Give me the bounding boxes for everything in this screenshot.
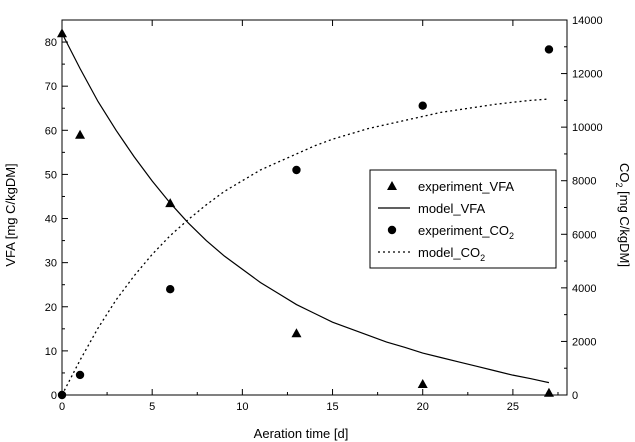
y-left-tick-label: 40 [45,214,57,226]
plot-marks [57,28,554,400]
y-right-tick-label: 6000 [572,229,596,241]
y-right-tick-label: 8000 [572,176,596,188]
y-left-tick-label: 10 [45,346,57,358]
legend-label-sub: 2 [480,253,485,263]
experiment-co2-point [292,165,301,175]
axis-ticks: 0 5 10 15 20 25 0 10 20 30 40 50 60 70 80 0 2000 4000 6000… [45,15,603,413]
x-tick-label: 20 [417,401,429,413]
legend-label-main: experiment_VFA [418,179,514,194]
experiment-vfa-point [543,387,554,397]
y-left-tick-label: 30 [45,258,57,270]
legend-box [369,169,557,269]
legend-swatch-experiment-co2 [387,225,397,235]
x-tick-label: 0 [59,401,65,413]
legend-label-experiment-co2: experiment_CO2 [418,223,514,241]
y-left-tick-label: 50 [45,169,57,181]
y-left-tick-label: 60 [45,125,57,137]
y-right-tick-label: 10000 [572,122,603,134]
experiment-co2-point [544,45,554,54]
y-left-tick-label: 20 [45,302,57,314]
experiment-vfa-point [417,378,428,388]
x-tick-label: 25 [507,401,519,413]
y-axis-right-title-rest: [mg C/kgDM] [617,188,632,267]
x-axis-title: Aeration time [d] [254,426,349,441]
experiment-vfa-point [75,129,86,139]
y-right-tick-label: 4000 [572,283,596,295]
y-left-tick-label: 80 [45,37,57,49]
x-tick-label: 15 [326,401,338,413]
legend-label-model-vfa: model_VFA [418,201,486,216]
legend-label-main: model_VFA [418,201,486,216]
x-tick-label: 5 [149,401,155,413]
y-axis-right-title-main: CO [617,163,632,183]
experiment-co2-point [75,370,85,380]
y-left-tick-label: 0 [51,390,57,402]
y-right-tick-label: 0 [572,390,578,402]
experiment-co2-point [418,101,427,110]
x-tick-label: 10 [236,401,248,413]
experiment-co2-point [166,284,175,294]
experiment-vfa-point [291,328,302,338]
legend-label-main: experiment_CO [418,223,509,238]
legend-label-experiment-vfa: experiment_VFA [418,179,514,194]
y-axis-left-title: VFA [mg C/kgDM] [3,163,18,266]
y-left-tick-label: 70 [45,81,57,93]
legend-label-sub: 2 [509,231,514,241]
legend: experiment_VFAmodel_VFAexperiment_CO2mod… [369,169,557,269]
y-axis-right-title-sub: 2 [614,183,624,188]
model-vfa-line [61,32,550,384]
y-axis-right-title: CO2 [mg C/kgDM] [614,163,632,267]
legend-swatch-experiment-vfa [387,181,397,190]
legend-label-model-co2: model_CO2 [418,245,485,263]
experiment-vfa-point [57,28,67,38]
y-right-tick-label: 2000 [572,336,596,348]
y-right-tick-label: 14000 [572,15,603,27]
y-right-tick-label: 12000 [572,69,603,81]
legend-label-main: model_CO [418,245,480,260]
